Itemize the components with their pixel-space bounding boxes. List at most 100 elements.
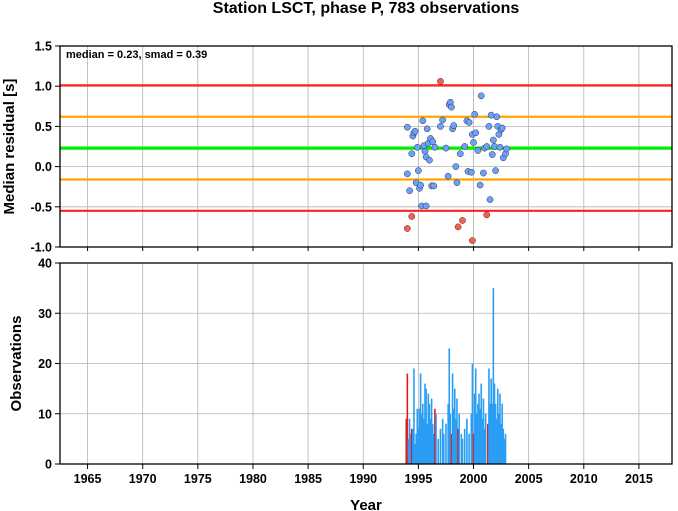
observation-bar	[458, 413, 460, 464]
observation-bar	[423, 418, 425, 464]
observation-bar	[483, 428, 486, 464]
residual-point	[498, 124, 506, 132]
observations-y-tick-label: 20	[38, 357, 52, 371]
residual-point	[444, 172, 452, 180]
residual-point	[421, 147, 429, 155]
residual-panel-frame	[59, 45, 673, 248]
observation-bar	[473, 393, 476, 464]
residual-point	[477, 92, 485, 100]
observation-bar	[474, 368, 477, 464]
outlier-observation-bar	[457, 428, 459, 464]
residual-point	[452, 163, 460, 170]
observation-bar	[425, 388, 427, 464]
residual-point	[450, 122, 458, 129]
residual-y-tick-label: -0.5	[30, 200, 52, 214]
observation-bar	[433, 433, 435, 464]
outlier-observation-bar	[434, 408, 436, 464]
observation-bar	[421, 403, 424, 464]
residual-point	[417, 181, 424, 189]
observation-bar	[470, 413, 473, 464]
year-tick-label: 2005	[515, 472, 543, 486]
residual-y-tick-label: 0.5	[35, 120, 52, 134]
residual-point	[423, 125, 431, 133]
residual-point	[430, 182, 438, 190]
year-x-ticks: 1965 1970 1975 1980 1985 1990 1995 2000 2005 2010…	[74, 247, 653, 486]
observation-bar	[441, 418, 444, 464]
residual-point	[480, 169, 487, 177]
observation-bar	[409, 433, 412, 464]
observation-bar	[424, 383, 426, 464]
observation-bar	[453, 388, 456, 464]
observation-bar	[426, 423, 428, 464]
residual-y-tick-label: 0.0	[35, 160, 52, 174]
residual-y-axis-label: Median residual [s]	[1, 79, 18, 215]
observation-bar	[439, 428, 442, 464]
observation-bar	[488, 368, 490, 464]
residual-point	[456, 150, 464, 158]
residual-threshold-lines	[60, 84, 672, 212]
observations-y-tick-label: 0	[45, 458, 52, 472]
residual-y-ticks: -1.0 -0.5 0.0 0.5 1.0 1.5	[30, 40, 60, 255]
observations-y-tick-label: 40	[38, 257, 52, 271]
residual-points	[404, 78, 510, 244]
observation-bar	[418, 408, 421, 464]
residual-point	[490, 136, 497, 144]
observation-bar	[480, 383, 483, 464]
residual-point	[496, 143, 504, 151]
residual-point	[406, 187, 413, 195]
observations-y-tick-label: 10	[38, 407, 52, 421]
outlier-observation-bar	[472, 433, 475, 464]
observation-bar	[503, 438, 506, 464]
residual-point	[503, 145, 510, 153]
residual-point	[486, 196, 494, 203]
residual-point	[474, 147, 482, 154]
observation-bar	[419, 373, 422, 464]
observations-bars	[405, 288, 507, 464]
observation-bar	[500, 423, 502, 464]
observation-bar	[416, 408, 419, 464]
observation-bar	[499, 393, 501, 464]
observation-bar	[448, 348, 451, 464]
observation-bar	[468, 433, 470, 464]
observation-bar	[431, 423, 434, 464]
residual-point	[426, 156, 433, 164]
outlier-observation-bar	[450, 433, 453, 464]
outlier-observation-bar	[487, 423, 489, 464]
residual-point	[465, 119, 473, 126]
observation-bar	[455, 418, 457, 464]
observation-bar	[451, 373, 454, 464]
observation-bar	[428, 403, 431, 464]
residual-point	[488, 151, 496, 158]
year-tick-label: 1985	[294, 472, 322, 486]
median-smad-annotation: median = 0.23, smad = 0.39	[66, 49, 207, 61]
observation-bar	[471, 363, 474, 464]
observation-bar	[494, 403, 497, 464]
outlier-observation-bar	[406, 373, 409, 464]
observation-bar	[463, 428, 466, 464]
observation-bar	[493, 383, 496, 464]
residual-point	[419, 117, 427, 125]
residual-point	[492, 167, 499, 174]
observation-bar	[435, 413, 437, 464]
outlier-observation-bar	[410, 428, 413, 464]
year-tick-label: 1970	[129, 472, 157, 486]
outlier-residual-point	[454, 223, 462, 231]
residual-point	[453, 179, 461, 187]
residual-point	[415, 167, 422, 174]
observation-bar	[498, 413, 500, 464]
observation-bar	[415, 433, 417, 464]
residual-y-tick-label: 1.0	[35, 80, 52, 94]
residual-point	[472, 129, 480, 137]
observation-bar	[452, 408, 455, 464]
residual-point	[404, 123, 411, 131]
observation-bar	[492, 288, 495, 464]
residual-y-tick-label: -1.0	[30, 241, 52, 255]
observations-y-ticks: 0 10 20 30 40	[38, 257, 60, 472]
residual-y-tick-label: 1.5	[35, 40, 52, 54]
outlier-residual-point	[459, 217, 466, 224]
residual-point	[491, 143, 498, 150]
residual-point	[470, 139, 477, 146]
observation-bar	[466, 418, 468, 464]
